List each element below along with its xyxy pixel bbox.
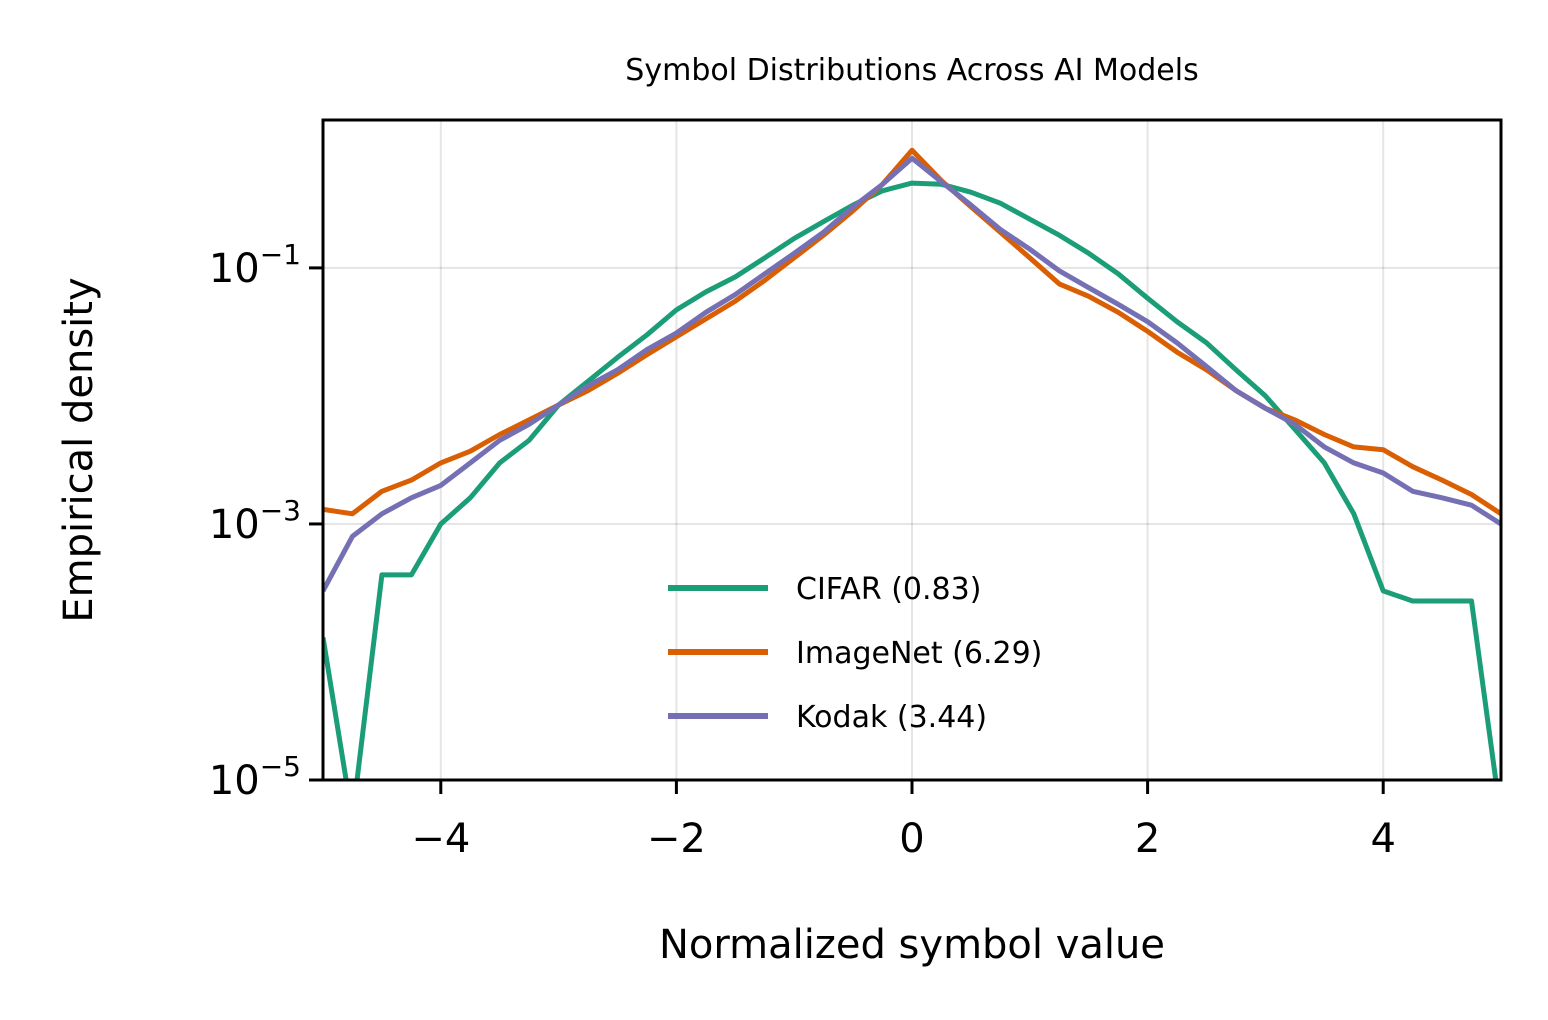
y-axis-label: Empirical density [56,277,102,622]
legend: CIFAR (0.83) ImageNet (6.29) Kodak (3.44) [668,572,1042,735]
series-line-2 [323,155,1501,593]
x-axis: −4 −2 0 2 4 [411,780,1396,862]
series-line-0 [323,180,1499,780]
chart-title: Symbol Distributions Across AI Models [625,53,1198,88]
series-lines [323,147,1501,780]
x-tick-label: −2 [647,816,706,862]
x-tick-label: 4 [1370,816,1395,862]
y-tick-label: 10−1 [209,238,301,292]
legend-label: ImageNet (6.29) [796,636,1042,671]
legend-label: CIFAR (0.83) [796,572,981,607]
y-axis: 10−1 10−3 10−5 [209,238,323,804]
x-tick-label: 0 [899,816,924,862]
series-line-1 [323,147,1501,517]
y-tick-label: 10−3 [209,494,301,548]
legend-label: Kodak (3.44) [796,700,987,735]
grid [323,120,1501,780]
x-axis-label: Normalized symbol value [659,922,1165,968]
x-tick-label: 2 [1135,816,1160,862]
y-tick-label: 10−5 [209,750,301,804]
x-tick-label: −4 [411,816,470,862]
